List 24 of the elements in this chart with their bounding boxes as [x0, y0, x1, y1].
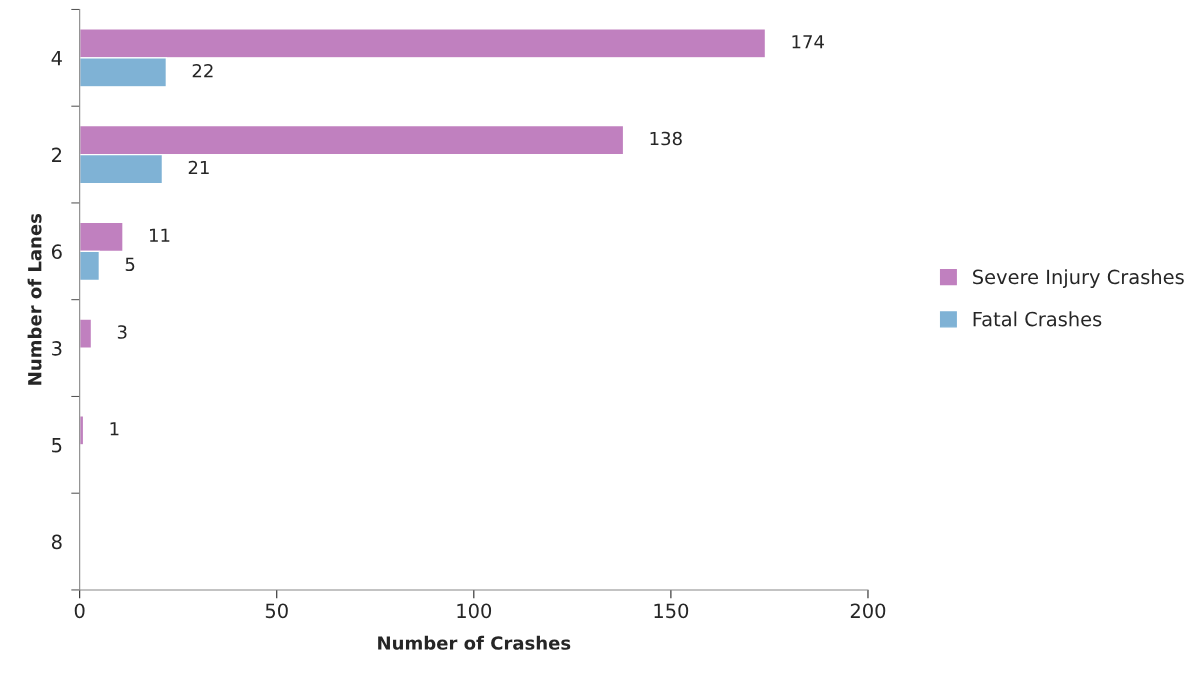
data-label: 138: [650, 131, 682, 146]
legend-label: Severe Injury Crashes: [973, 269, 1184, 289]
y-tick-label: 5: [52, 438, 62, 453]
data-label: 11: [150, 228, 170, 242]
y-tick-label: 2: [52, 147, 62, 162]
bar: [79, 318, 93, 349]
y-tick-label: 3: [52, 341, 62, 356]
data-label: 174: [792, 35, 824, 49]
data-label: 3: [117, 325, 127, 339]
data-label: 5: [125, 257, 135, 272]
data-label: 22: [192, 63, 213, 78]
x-tick-label: 0: [74, 603, 85, 619]
x-tick-label: 100: [457, 603, 492, 619]
y-axis-title: Number of Lanes: [27, 213, 42, 385]
y-tick-label: 6: [51, 244, 62, 259]
data-label: 21: [188, 160, 209, 175]
x-axis-title: Number of Crashes: [378, 635, 571, 650]
x-tick-label: 200: [850, 603, 886, 619]
y-tick-label: 4: [51, 51, 62, 66]
x-tick-label: 150: [654, 603, 689, 619]
x-tick-label: 50: [265, 603, 288, 619]
y-tick-label: 8: [51, 534, 62, 550]
data-label: 1: [110, 422, 119, 436]
legend-label: Fatal Crashes: [973, 311, 1102, 327]
